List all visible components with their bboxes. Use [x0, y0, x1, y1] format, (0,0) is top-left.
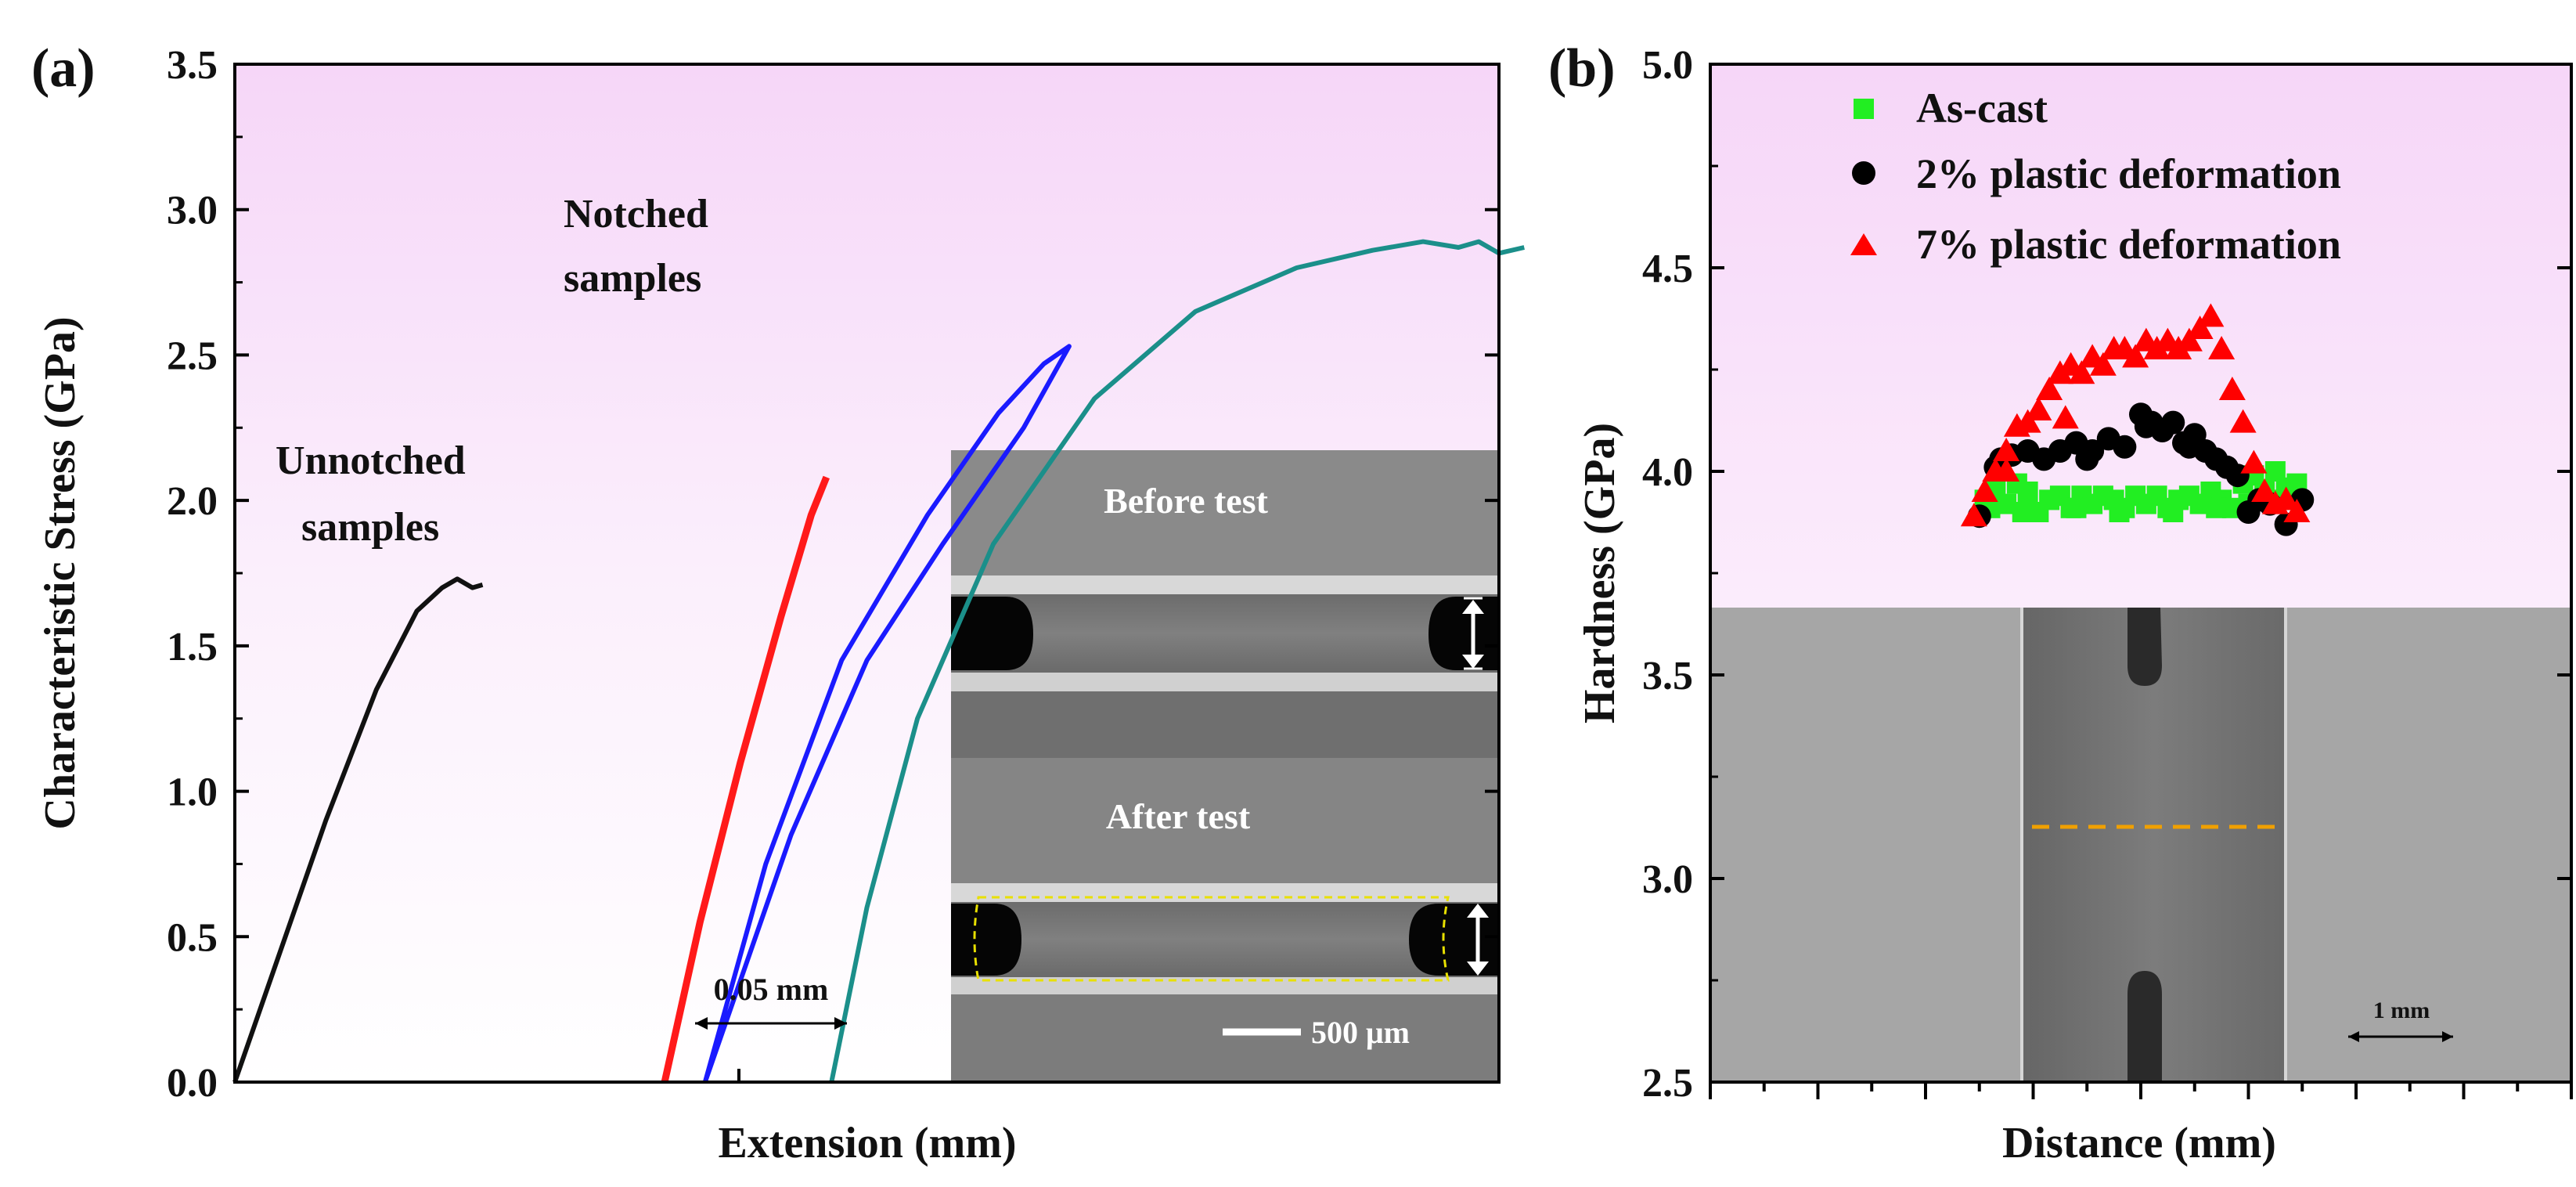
- extension-scale-bar: [695, 1017, 847, 1030]
- point-7pct: [2122, 344, 2149, 368]
- plot-a-ylabel: Characteristic Stress (GPa): [36, 316, 85, 829]
- extension-scale-label: 0.05 mm: [714, 972, 829, 1007]
- y-tick-label: 3.5: [1642, 654, 1693, 698]
- annotation-notched-line1: Notched: [564, 192, 708, 236]
- series-line-1: [232, 576, 484, 1083]
- y-tick-label: 5.0: [1642, 43, 1693, 88]
- point-2pct: [2113, 435, 2137, 459]
- legend: As-cast 2% plastic deformation 7% plasti…: [1850, 85, 2341, 268]
- point-7pct: [1960, 503, 1987, 527]
- point-7pct: [2089, 352, 2117, 376]
- point-7pct: [2175, 327, 2203, 352]
- point-7pct: [2068, 360, 2095, 384]
- y-tick-label: 4.0: [1642, 450, 1693, 495]
- plot-b-ylabel: Hardness (GPa): [1576, 423, 1624, 723]
- plot-b-series: [1960, 303, 2315, 536]
- inset-a-before-label: Before test: [1104, 481, 1269, 521]
- point-7pct: [2186, 316, 2214, 339]
- series-line-2: [661, 475, 830, 1083]
- panel-b-label: (b): [1548, 38, 1616, 99]
- point-7pct: [2052, 405, 2079, 429]
- y-tick-label: 2.5: [1642, 1061, 1693, 1106]
- plot-b-xlabel: Distance (mm): [2002, 1119, 2276, 1167]
- y-tick-label: 3.5: [167, 43, 218, 88]
- plot-b-x-ticks: [1709, 1082, 2573, 1099]
- point-as-cast: [2206, 497, 2227, 518]
- point-as-cast: [2017, 482, 2038, 502]
- y-tick-label: 2.5: [167, 334, 218, 378]
- point-7pct: [1971, 478, 1998, 502]
- y-tick-label: 3.0: [167, 189, 218, 233]
- point-7pct: [1993, 458, 2020, 482]
- panel-a-label: (a): [31, 38, 95, 99]
- annotation-notched-line2: samples: [564, 256, 701, 301]
- point-as-cast: [2163, 502, 2184, 522]
- point-7pct: [2208, 336, 2236, 359]
- legend-label-2pct: 2% plastic deformation: [1916, 150, 2341, 197]
- inset-a-micrograph: [951, 450, 1499, 1081]
- inset-a-scale-label: 500 μm: [1311, 1015, 1410, 1050]
- legend-marker-as-cast: [1854, 99, 1874, 119]
- inset-b-scale-label: 1 mm: [2373, 998, 2430, 1023]
- plot-a-xlabel: Extension (mm): [718, 1119, 1016, 1167]
- point-7pct: [2272, 486, 2300, 511]
- point-7pct: [2240, 449, 2268, 474]
- y-tick-label: 0.0: [167, 1061, 218, 1106]
- point-7pct: [2025, 397, 2052, 420]
- point-2pct: [2161, 410, 2185, 435]
- point-2pct: [2075, 447, 2099, 471]
- legend-label-7pct: 7% plastic deformation: [1916, 221, 2341, 268]
- inset-a-after-label: After test: [1106, 796, 1251, 836]
- point-7pct: [2229, 409, 2257, 433]
- y-tick-label: 4.5: [1642, 247, 1693, 291]
- point-7pct: [2251, 478, 2279, 502]
- annotation-unnotched-line2: samples: [301, 505, 439, 550]
- inset-b-micrograph: [1710, 608, 2571, 1082]
- y-tick-label: 1.5: [167, 625, 218, 669]
- point-as-cast: [2109, 502, 2130, 522]
- plot-a-y-ticks: 0.0 0.5 1.0 1.5 2.0 2.5 3.0 3.5: [167, 43, 1499, 1106]
- legend-marker-7pct: [1850, 233, 1877, 255]
- point-as-cast: [2066, 497, 2087, 518]
- y-tick-label: 0.5: [167, 915, 218, 960]
- point-7pct: [2283, 499, 2311, 522]
- point-7pct: [2014, 409, 2041, 433]
- point-2pct: [2134, 414, 2158, 438]
- y-tick-label: 1.0: [167, 770, 218, 815]
- series-line-4: [829, 239, 1525, 1083]
- point-as-cast: [2012, 502, 2033, 522]
- y-tick-label: 3.0: [1642, 857, 1693, 902]
- series-line-3: [702, 344, 1072, 1083]
- point-7pct: [2197, 303, 2225, 327]
- point-2pct: [2177, 435, 2201, 459]
- point-7pct: [2036, 377, 2063, 400]
- legend-marker-2pct: [1852, 161, 1875, 185]
- plot-b-y-ticks: 2.5 3.0 3.5 4.0 4.5 5.0: [1642, 43, 2571, 1106]
- point-7pct: [2218, 377, 2246, 400]
- legend-label-as-cast: As-cast: [1916, 85, 2048, 132]
- plot-a-series: [232, 239, 1525, 1083]
- y-tick-label: 2.0: [167, 479, 218, 524]
- point-7pct: [1993, 438, 2020, 461]
- annotation-unnotched-line1: Unnotched: [276, 438, 466, 483]
